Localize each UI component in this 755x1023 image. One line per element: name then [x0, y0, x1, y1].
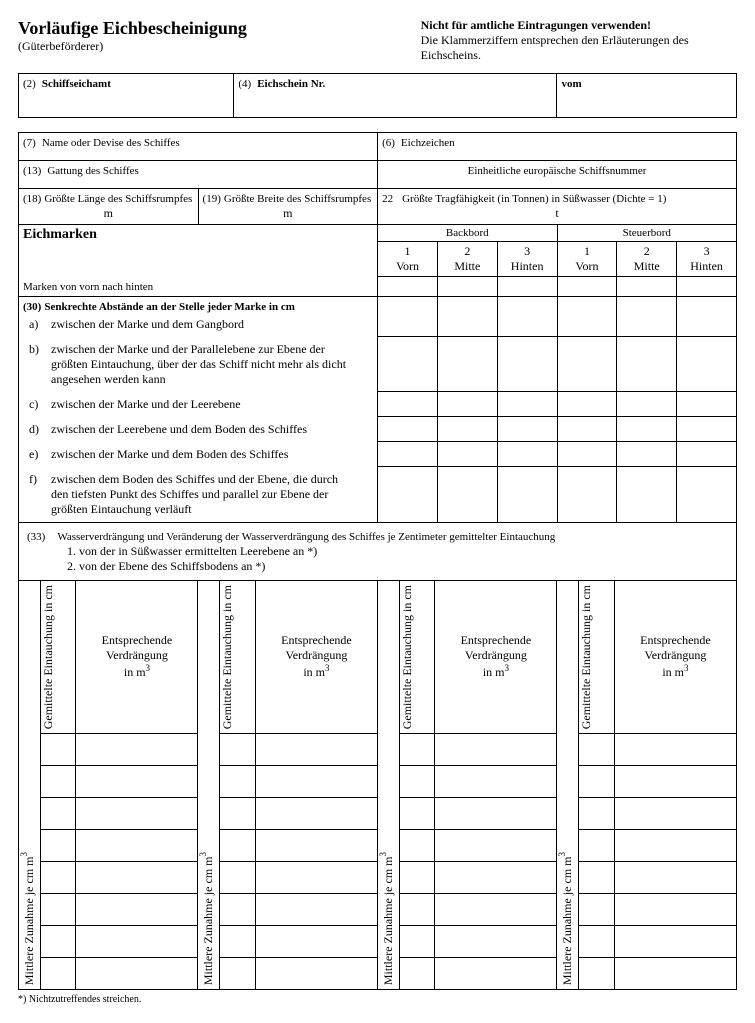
mz-4: Mittlere Zunahme je cm m3: [557, 848, 575, 989]
s30-title: Senkrechte Abstände an der Stelle jeder …: [44, 301, 295, 313]
table-row1: (2) Schiffseichamt (4) Eichschein Nr. vo…: [18, 73, 737, 118]
s30e-m: e): [29, 447, 51, 462]
vom-label: vom: [561, 78, 581, 90]
ver1-l2: Verdrängung: [106, 648, 168, 662]
c4n: 1: [584, 244, 590, 258]
f18-unit: m: [23, 206, 194, 221]
f22-num: 22: [382, 193, 393, 205]
s30b: zwischen der Marke und der Parallelebene…: [51, 342, 367, 387]
ver1-l3b: 3: [146, 663, 151, 673]
f19-num: (19): [203, 193, 221, 205]
s30b-m: b): [29, 342, 51, 387]
page-subtitle: (Güterbeförderer): [18, 39, 421, 54]
f6-num: (6): [382, 137, 395, 149]
s30-num: (30): [23, 301, 41, 313]
s33-box: (33) Wasserverdrängung und Veränderung d…: [18, 522, 737, 581]
f18-label: Größte Länge des Schiffsrumpfes: [44, 193, 192, 205]
eichmarken-sub: Marken von vorn nach hinten: [23, 281, 153, 293]
f19-unit: m: [203, 206, 374, 221]
s30f-m: f): [29, 472, 51, 517]
steuerbord: Steuerbord: [557, 225, 736, 242]
s30c: zwischen der Marke und der Leerebene: [51, 397, 367, 412]
f22-label: Größte Tragfähigkeit (in Tonnen) in Süßw…: [402, 193, 666, 205]
f2-num: (2): [23, 78, 36, 90]
f2-label: Schiffseichamt: [42, 78, 111, 90]
s30d: zwischen der Leerebene und dem Boden des…: [51, 422, 367, 437]
warning: Nicht für amtliche Eintragungen verwende…: [421, 18, 737, 33]
f22-unit: t: [382, 206, 732, 221]
c3n: 3: [524, 244, 530, 258]
eni-label: Einheitliche europäische Schiffsnummer: [468, 165, 647, 177]
s30f: zwischen dem Boden des Schiffes und der …: [51, 472, 367, 517]
f4-label: Eichschein Nr.: [257, 78, 325, 90]
s33-l2: 2. von der Ebene des Schiffsbodens an *): [27, 559, 728, 574]
s30c-m: c): [29, 397, 51, 412]
c6n: 3: [704, 244, 710, 258]
mz-3: Mittlere Zunahme je cm m3: [378, 848, 396, 989]
mz-2: Mittlere Zunahme je cm m3: [198, 848, 216, 989]
s30d-m: d): [29, 422, 51, 437]
gem-2: Gemittelte Eintauchung in cm: [220, 581, 235, 733]
footnote: *) Nichtzutreffendes streichen.: [18, 994, 737, 1005]
c5: Mitte: [634, 259, 660, 273]
f4-num: (4): [238, 78, 251, 90]
table-main: (7) Name oder Devise des Schiffes (6) Ei…: [18, 132, 737, 523]
f18-num: (18): [23, 193, 41, 205]
page-title: Vorläufige Eichbescheinigung: [18, 18, 421, 39]
s30a: zwischen der Marke und dem Gangbord: [51, 317, 367, 332]
f7-label: Name oder Devise des Schiffes: [42, 137, 180, 149]
ver1-l1: Entsprechende: [102, 633, 173, 647]
c1: Vorn: [396, 259, 419, 273]
gem-1: Gemittelte Eintauchung in cm: [41, 581, 56, 733]
c2: Mitte: [454, 259, 480, 273]
f7-num: (7): [23, 137, 36, 149]
c3: Hinten: [511, 259, 544, 273]
c1n: 1: [405, 244, 411, 258]
gem-3: Gemittelte Eintauchung in cm: [400, 581, 415, 733]
ver1-l3a: in m: [124, 665, 146, 679]
backbord: Backbord: [378, 225, 557, 242]
s30a-m: a): [29, 317, 51, 332]
eichmarken-title: Eichmarken: [23, 227, 373, 243]
f13-num: (13): [23, 165, 41, 177]
s33-title: Wasserverdrängung und Veränderung der Wa…: [57, 531, 555, 543]
f6-label: Eichzeichen: [401, 137, 455, 149]
s33-num: (33): [27, 531, 45, 543]
f13-label: Gattung des Schiffes: [47, 165, 138, 177]
s33-l1: 1. von der in Süßwasser ermittelten Leer…: [27, 544, 728, 559]
page-header: Vorläufige Eichbescheinigung (Güterbeför…: [18, 18, 737, 63]
c2n: 2: [464, 244, 470, 258]
header-note: Die Klammerziffern entsprechen den Erläu…: [421, 33, 737, 63]
gem-4: Gemittelte Eintauchung in cm: [579, 581, 594, 733]
mz-1: Mittlere Zunahme je cm m3: [19, 848, 37, 989]
s30e: zwischen der Marke und dem Boden des Sch…: [51, 447, 367, 462]
c4: Vorn: [575, 259, 598, 273]
f19-label: Größte Breite des Schiffsrumpfes: [224, 193, 371, 205]
table-displacement: Mittlere Zunahme je cm m3 Gemittelte Ein…: [18, 580, 737, 990]
c6: Hinten: [690, 259, 723, 273]
c5n: 2: [644, 244, 650, 258]
